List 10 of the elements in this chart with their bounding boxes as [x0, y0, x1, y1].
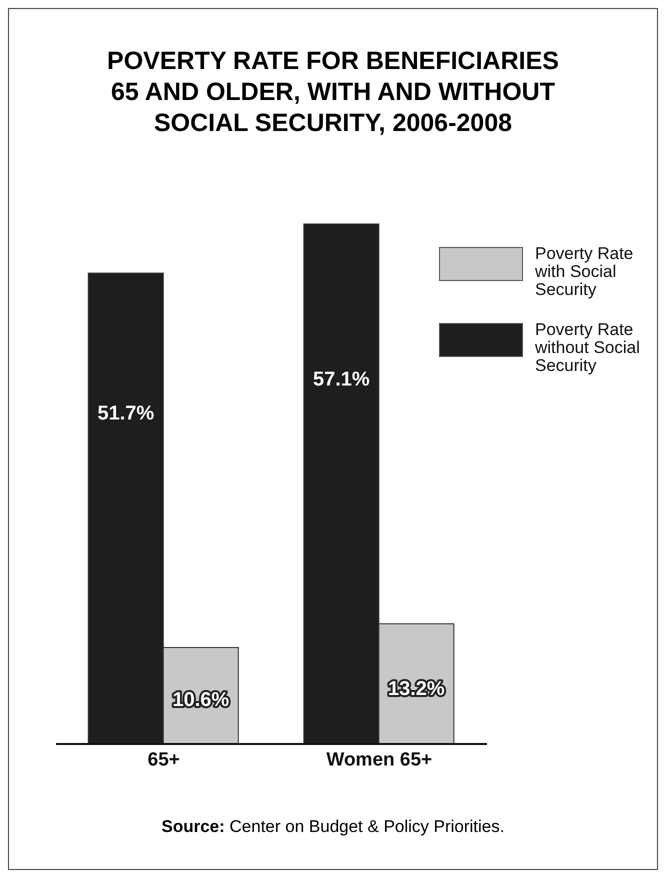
legend-label: Poverty Rate with Social Security	[535, 244, 634, 299]
data-label: 57.1%	[312, 368, 370, 390]
chart-title: POVERTY RATE FOR BENEFICIARIES 65 AND OLDER, WITH AND WITHOUT SOCIAL SECURITY, 2006-2008	[106, 46, 560, 139]
data-label: 10.6%	[172, 688, 230, 711]
data-label: 51.7%	[97, 402, 154, 425]
data-label: 13.2%	[388, 678, 445, 700]
x-tick-label: 65+	[148, 749, 180, 770]
legend-label: Poverty Rate without Social Security	[535, 320, 641, 375]
source-note: Source: Center on Budget & Policy Priorities.	[160, 817, 506, 837]
x-tick-label: Women 65+	[326, 749, 432, 770]
